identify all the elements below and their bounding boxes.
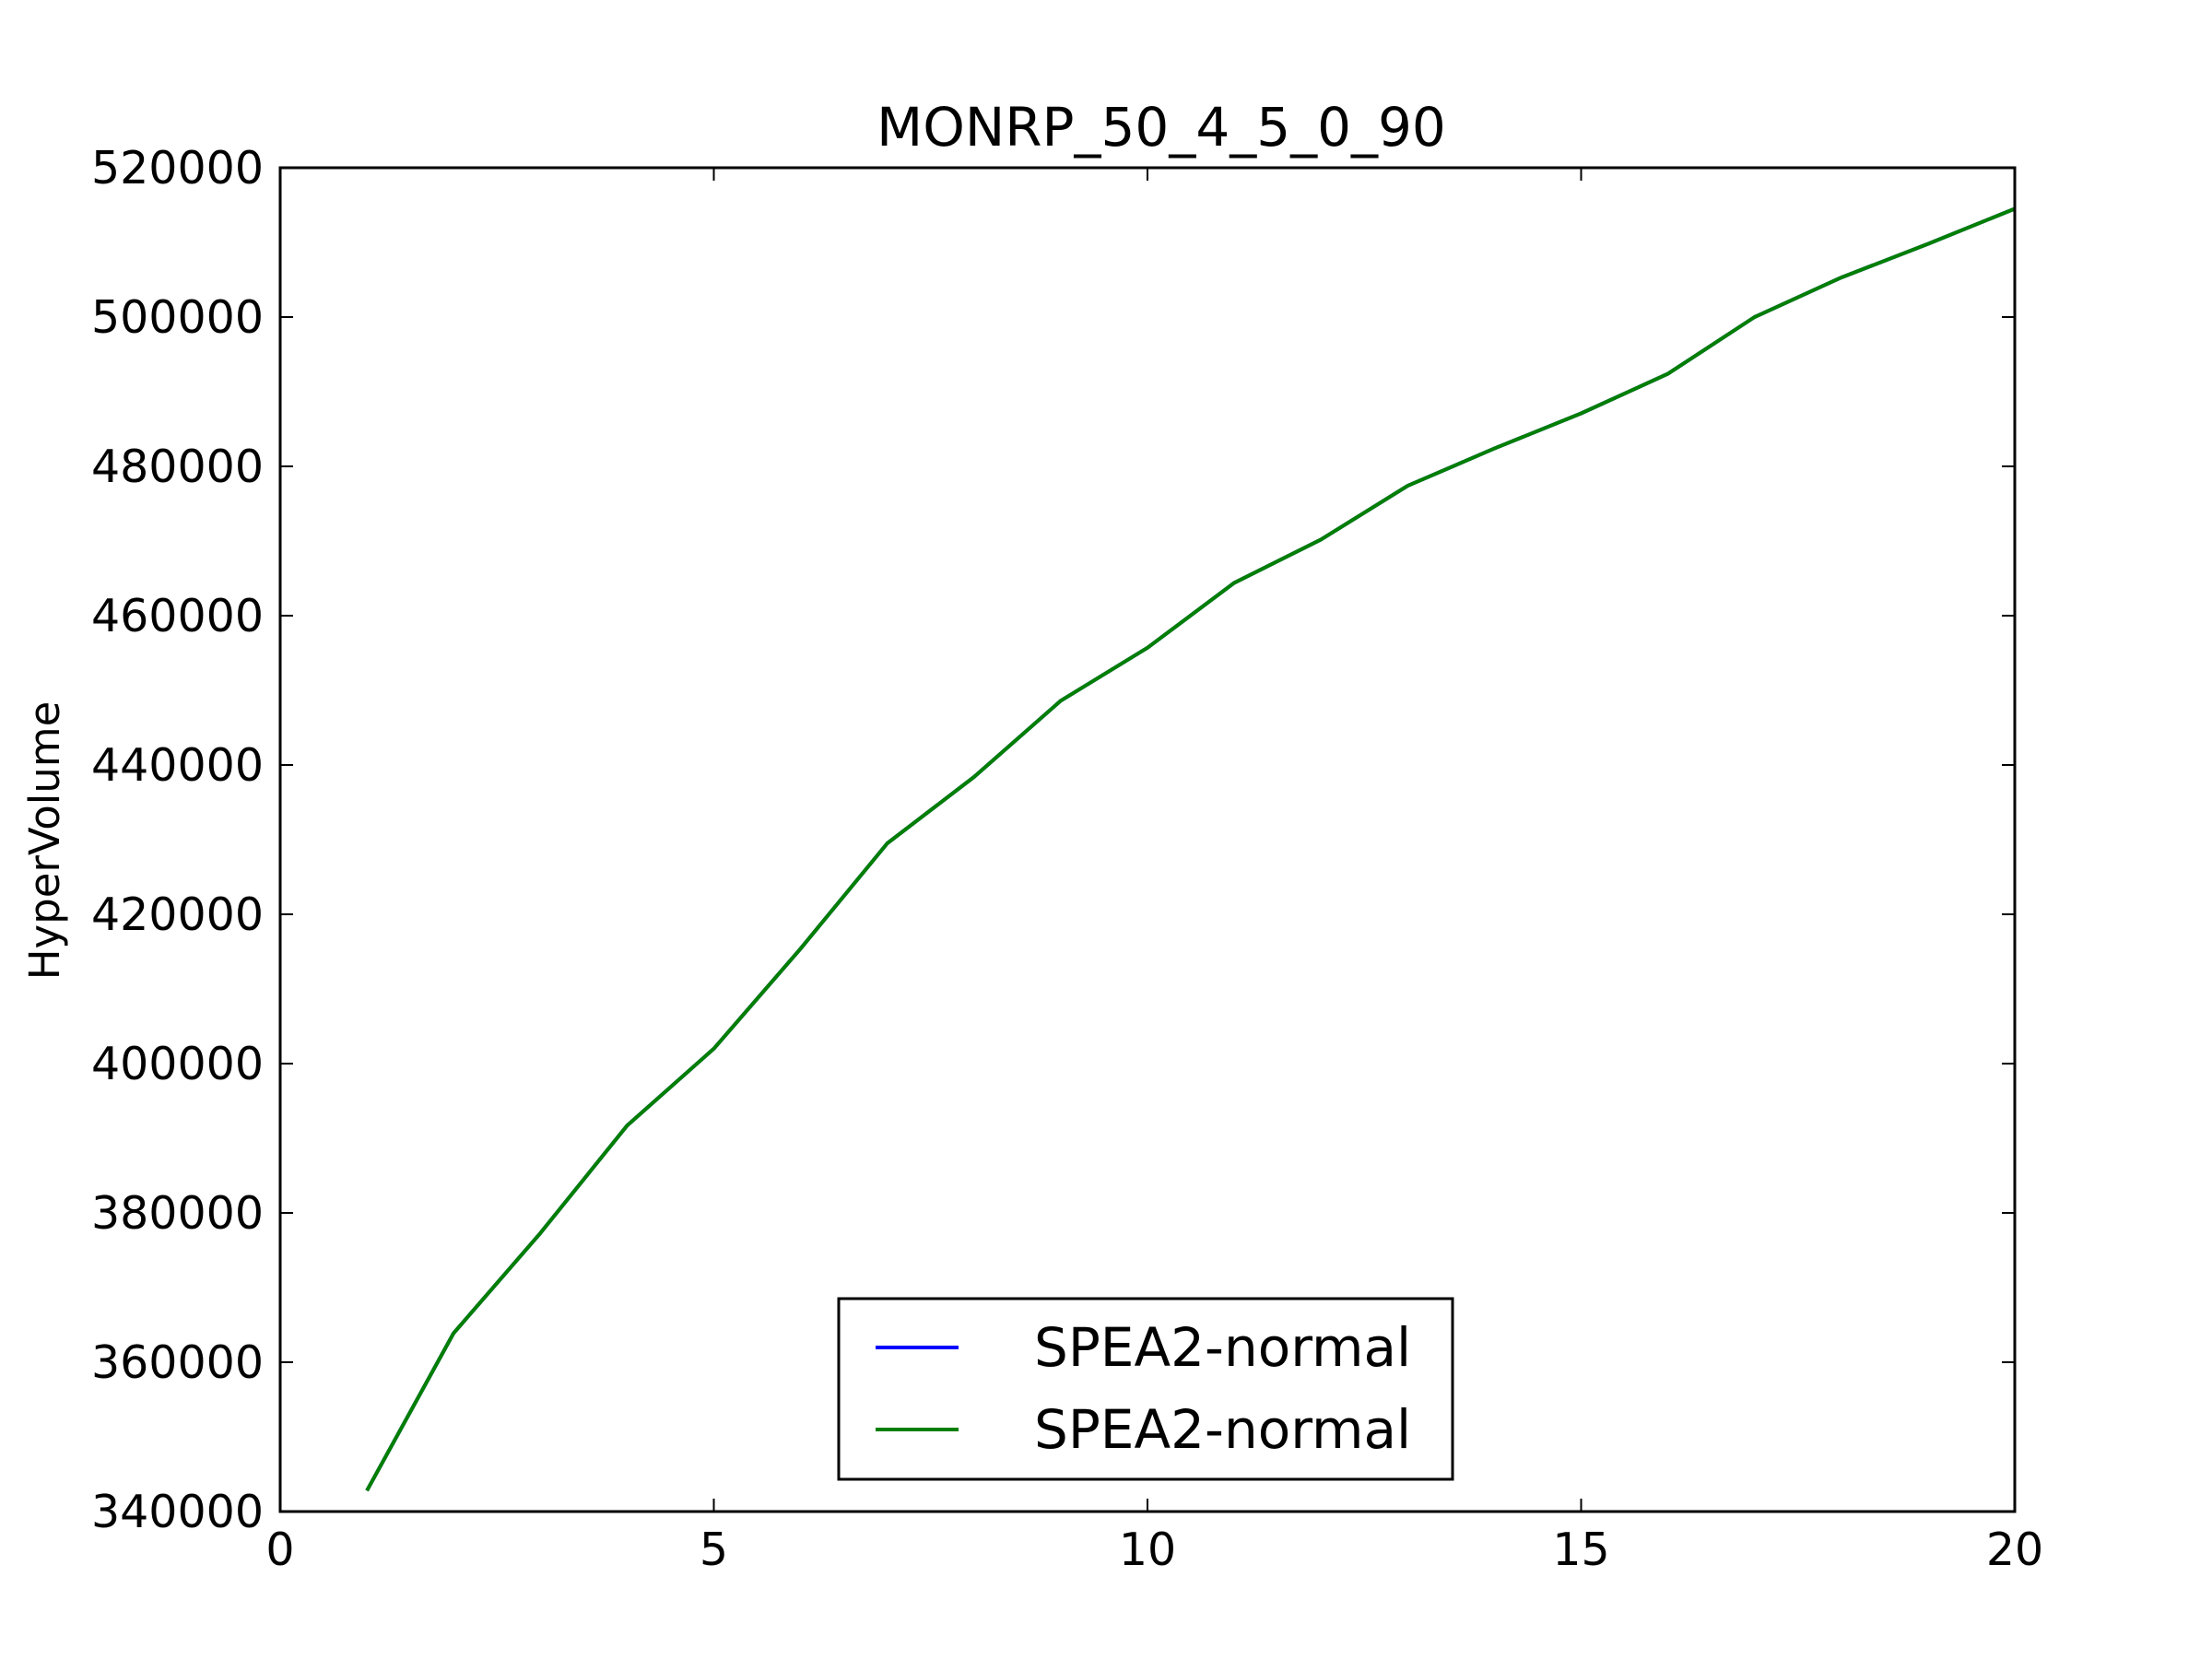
x-tick-label: 15 — [1552, 1524, 1609, 1576]
plot-area: 0 5 10 15 20 340000 360000 380000 400000 420000 44… — [91, 142, 2043, 1576]
x-tick-label: 20 — [1986, 1524, 2043, 1576]
y-tick-label: 520000 — [91, 142, 264, 194]
x-tick-label: 10 — [1119, 1524, 1176, 1576]
y-tick-label: 460000 — [91, 590, 264, 642]
y-tick-label: 360000 — [91, 1336, 264, 1389]
y-tick-label: 340000 — [91, 1486, 264, 1538]
y-tick-label: 380000 — [91, 1187, 264, 1240]
y-tick-label: 480000 — [91, 441, 264, 493]
legend-label-2: SPEA2-normal — [1034, 1398, 1411, 1461]
y-axis-label: HyperVolume — [20, 701, 69, 981]
series-line-2 — [365, 206, 2016, 1492]
y-tick-label: 500000 — [91, 291, 264, 344]
chart-title: MONRP_50_4_5_0_90 — [877, 96, 1446, 159]
y-tick-label: 400000 — [91, 1038, 264, 1090]
x-tick-label: 0 — [265, 1524, 294, 1576]
legend-label-1: SPEA2-normal — [1034, 1316, 1411, 1379]
y-tick-label: 440000 — [91, 739, 264, 792]
legend-box — [837, 1297, 1454, 1481]
legend: SPEA2-normal SPEA2-normal — [837, 1297, 1454, 1481]
x-tick-label: 5 — [700, 1524, 728, 1576]
y-tick-label: 420000 — [91, 888, 264, 941]
